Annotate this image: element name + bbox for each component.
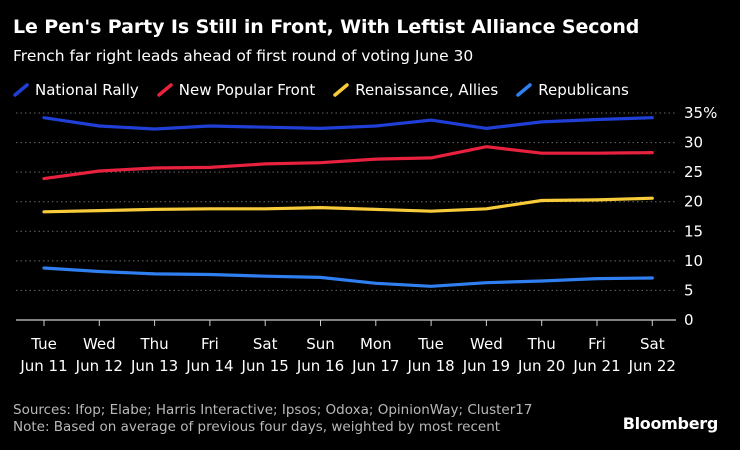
x-tick-date: Jun 11 <box>19 357 67 375</box>
series-line-national-rally <box>42 116 654 131</box>
y-tick-label: 20 <box>684 193 703 211</box>
x-tick-weekday: Tue <box>30 335 57 353</box>
x-tick-weekday: Mon <box>360 335 392 353</box>
legend-swatch-icon <box>516 83 532 97</box>
sources-note: Sources: Ifop; Elabe; Harris Interactive… <box>13 402 533 418</box>
legend-swatch-icon <box>13 83 29 97</box>
legend-item-new-popular-front: New Popular Front <box>157 81 315 99</box>
x-tick-weekday: Tue <box>417 335 444 353</box>
x-tick-date: Jun 12 <box>75 357 123 375</box>
x-tick-weekday: Sun <box>306 335 335 353</box>
legend-label: National Rally <box>35 81 139 99</box>
legend-label: Renaissance, Allies <box>355 81 499 99</box>
legend-label: New Popular Front <box>178 81 316 99</box>
y-tick-label: 30 <box>684 134 703 152</box>
chart-footer: Sources: Ifop; Elabe; Harris Interactive… <box>13 402 532 436</box>
x-tick-date: Jun 16 <box>296 357 344 375</box>
chart-subtitle: French far right leads ahead of first ro… <box>13 47 474 65</box>
legend-item-republicans: Republicans <box>516 81 629 99</box>
y-tick-label: 15 <box>684 222 703 240</box>
x-tick-weekday: Thu <box>140 335 169 353</box>
y-tick-label: 5 <box>684 281 694 299</box>
x-tick-date: Jun 17 <box>351 357 399 375</box>
x-tick-weekday: Fri <box>201 335 219 353</box>
legend-item-national-rally: National Rally <box>13 81 139 99</box>
series-line-renaissance-allies <box>42 196 654 214</box>
legend-item-renaissance-allies: Renaissance, Allies <box>333 81 498 99</box>
chart-legend: National Rally New Popular Front Renaissan… <box>13 80 647 100</box>
x-tick-weekday: Sat <box>253 335 278 353</box>
x-tick-weekday: Fri <box>588 335 606 353</box>
methodology-note: Note: Based on average of previous four … <box>13 419 501 435</box>
x-tick-date: Jun 21 <box>572 357 620 375</box>
chart-title: Le Pen's Party Is Still in Front, With L… <box>13 16 640 38</box>
legend-swatch-icon <box>157 83 173 97</box>
x-tick-date: Jun 15 <box>241 357 289 375</box>
x-tick-weekday: Wed <box>470 335 503 353</box>
series-line-republicans <box>42 266 654 288</box>
legend-swatch-icon <box>333 83 349 97</box>
x-tick-date: Jun 13 <box>130 357 178 375</box>
bloomberg-logo: Bloomberg <box>622 414 719 433</box>
y-tick-label: 25 <box>684 163 703 181</box>
y-tick-label: 10 <box>684 252 703 270</box>
x-tick-weekday: Sat <box>640 335 665 353</box>
x-tick-weekday: Wed <box>83 335 116 353</box>
y-tick-label: 35% <box>684 104 717 122</box>
x-tick-date: Jun 22 <box>628 357 676 375</box>
y-tick-label: 0 <box>684 311 694 329</box>
line-chart: 35% 30 25 20 15 10 5 0 Tue Jun 11 Wed Jun 12 Thu Jun … <box>16 104 717 375</box>
x-tick-date: Jun 18 <box>406 357 454 375</box>
x-tick-weekday: Thu <box>527 335 556 353</box>
x-tick-date: Jun 19 <box>462 357 510 375</box>
x-tick-date: Jun 14 <box>185 357 233 375</box>
series-line-new-popular-front <box>42 145 654 181</box>
x-tick-date: Jun 20 <box>517 357 565 375</box>
legend-label: Republicans <box>538 81 629 99</box>
